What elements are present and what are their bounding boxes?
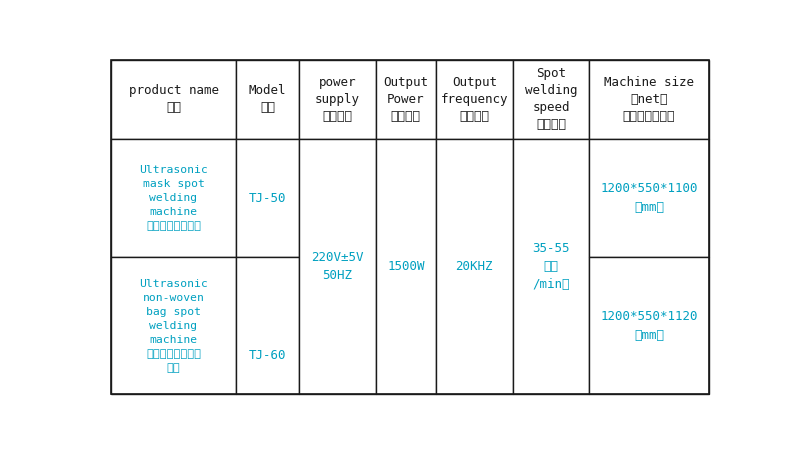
Text: Spot
welding
speed
点焊速度: Spot welding speed 点焊速度 xyxy=(525,68,578,131)
Text: 220V±5V
50HZ: 220V±5V 50HZ xyxy=(311,251,363,282)
Bar xyxy=(590,257,709,394)
Text: 35-55
（次
/min）: 35-55 （次 /min） xyxy=(532,242,570,291)
Bar xyxy=(436,60,513,139)
Text: power
supply
工作电源: power supply 工作电源 xyxy=(314,76,360,123)
Text: TJ-60: TJ-60 xyxy=(249,349,286,362)
Text: 1200*550*1120
（mm）: 1200*550*1120 （mm） xyxy=(600,310,698,342)
Text: 20KHZ: 20KHZ xyxy=(455,260,493,273)
Text: product name
品名: product name 品名 xyxy=(129,85,218,114)
Bar xyxy=(299,139,375,394)
Bar xyxy=(590,60,709,139)
Text: Ultrasonic
mask spot
welding
machine
超声波口罩点焊机: Ultrasonic mask spot welding machine 超声波… xyxy=(139,165,208,231)
Bar xyxy=(299,60,375,139)
Text: Model
型号: Model 型号 xyxy=(249,85,286,114)
Bar xyxy=(236,257,299,394)
Text: Machine size
（net）
机器尺寸（净）: Machine size （net） 机器尺寸（净） xyxy=(604,76,694,123)
Bar xyxy=(111,60,236,139)
Text: Output
Power
输出功率: Output Power 输出功率 xyxy=(383,76,428,123)
Bar xyxy=(111,257,236,394)
Bar xyxy=(436,139,513,394)
Bar xyxy=(375,139,436,394)
Bar xyxy=(375,60,436,139)
Bar xyxy=(590,139,709,257)
Text: TJ-50: TJ-50 xyxy=(249,192,286,204)
Bar xyxy=(236,60,299,139)
Bar xyxy=(236,139,299,257)
Text: 1200*550*1100
（mm）: 1200*550*1100 （mm） xyxy=(600,182,698,214)
Bar xyxy=(513,60,590,139)
Text: Ultrasonic
non-woven
bag spot
welding
machine
超声波无纺布袋点
焊机: Ultrasonic non-woven bag spot welding ma… xyxy=(139,279,208,373)
Text: Output
frequency
输出频率: Output frequency 输出频率 xyxy=(441,76,508,123)
Bar xyxy=(513,139,590,394)
Bar xyxy=(111,139,236,257)
Text: 1500W: 1500W xyxy=(387,260,425,273)
